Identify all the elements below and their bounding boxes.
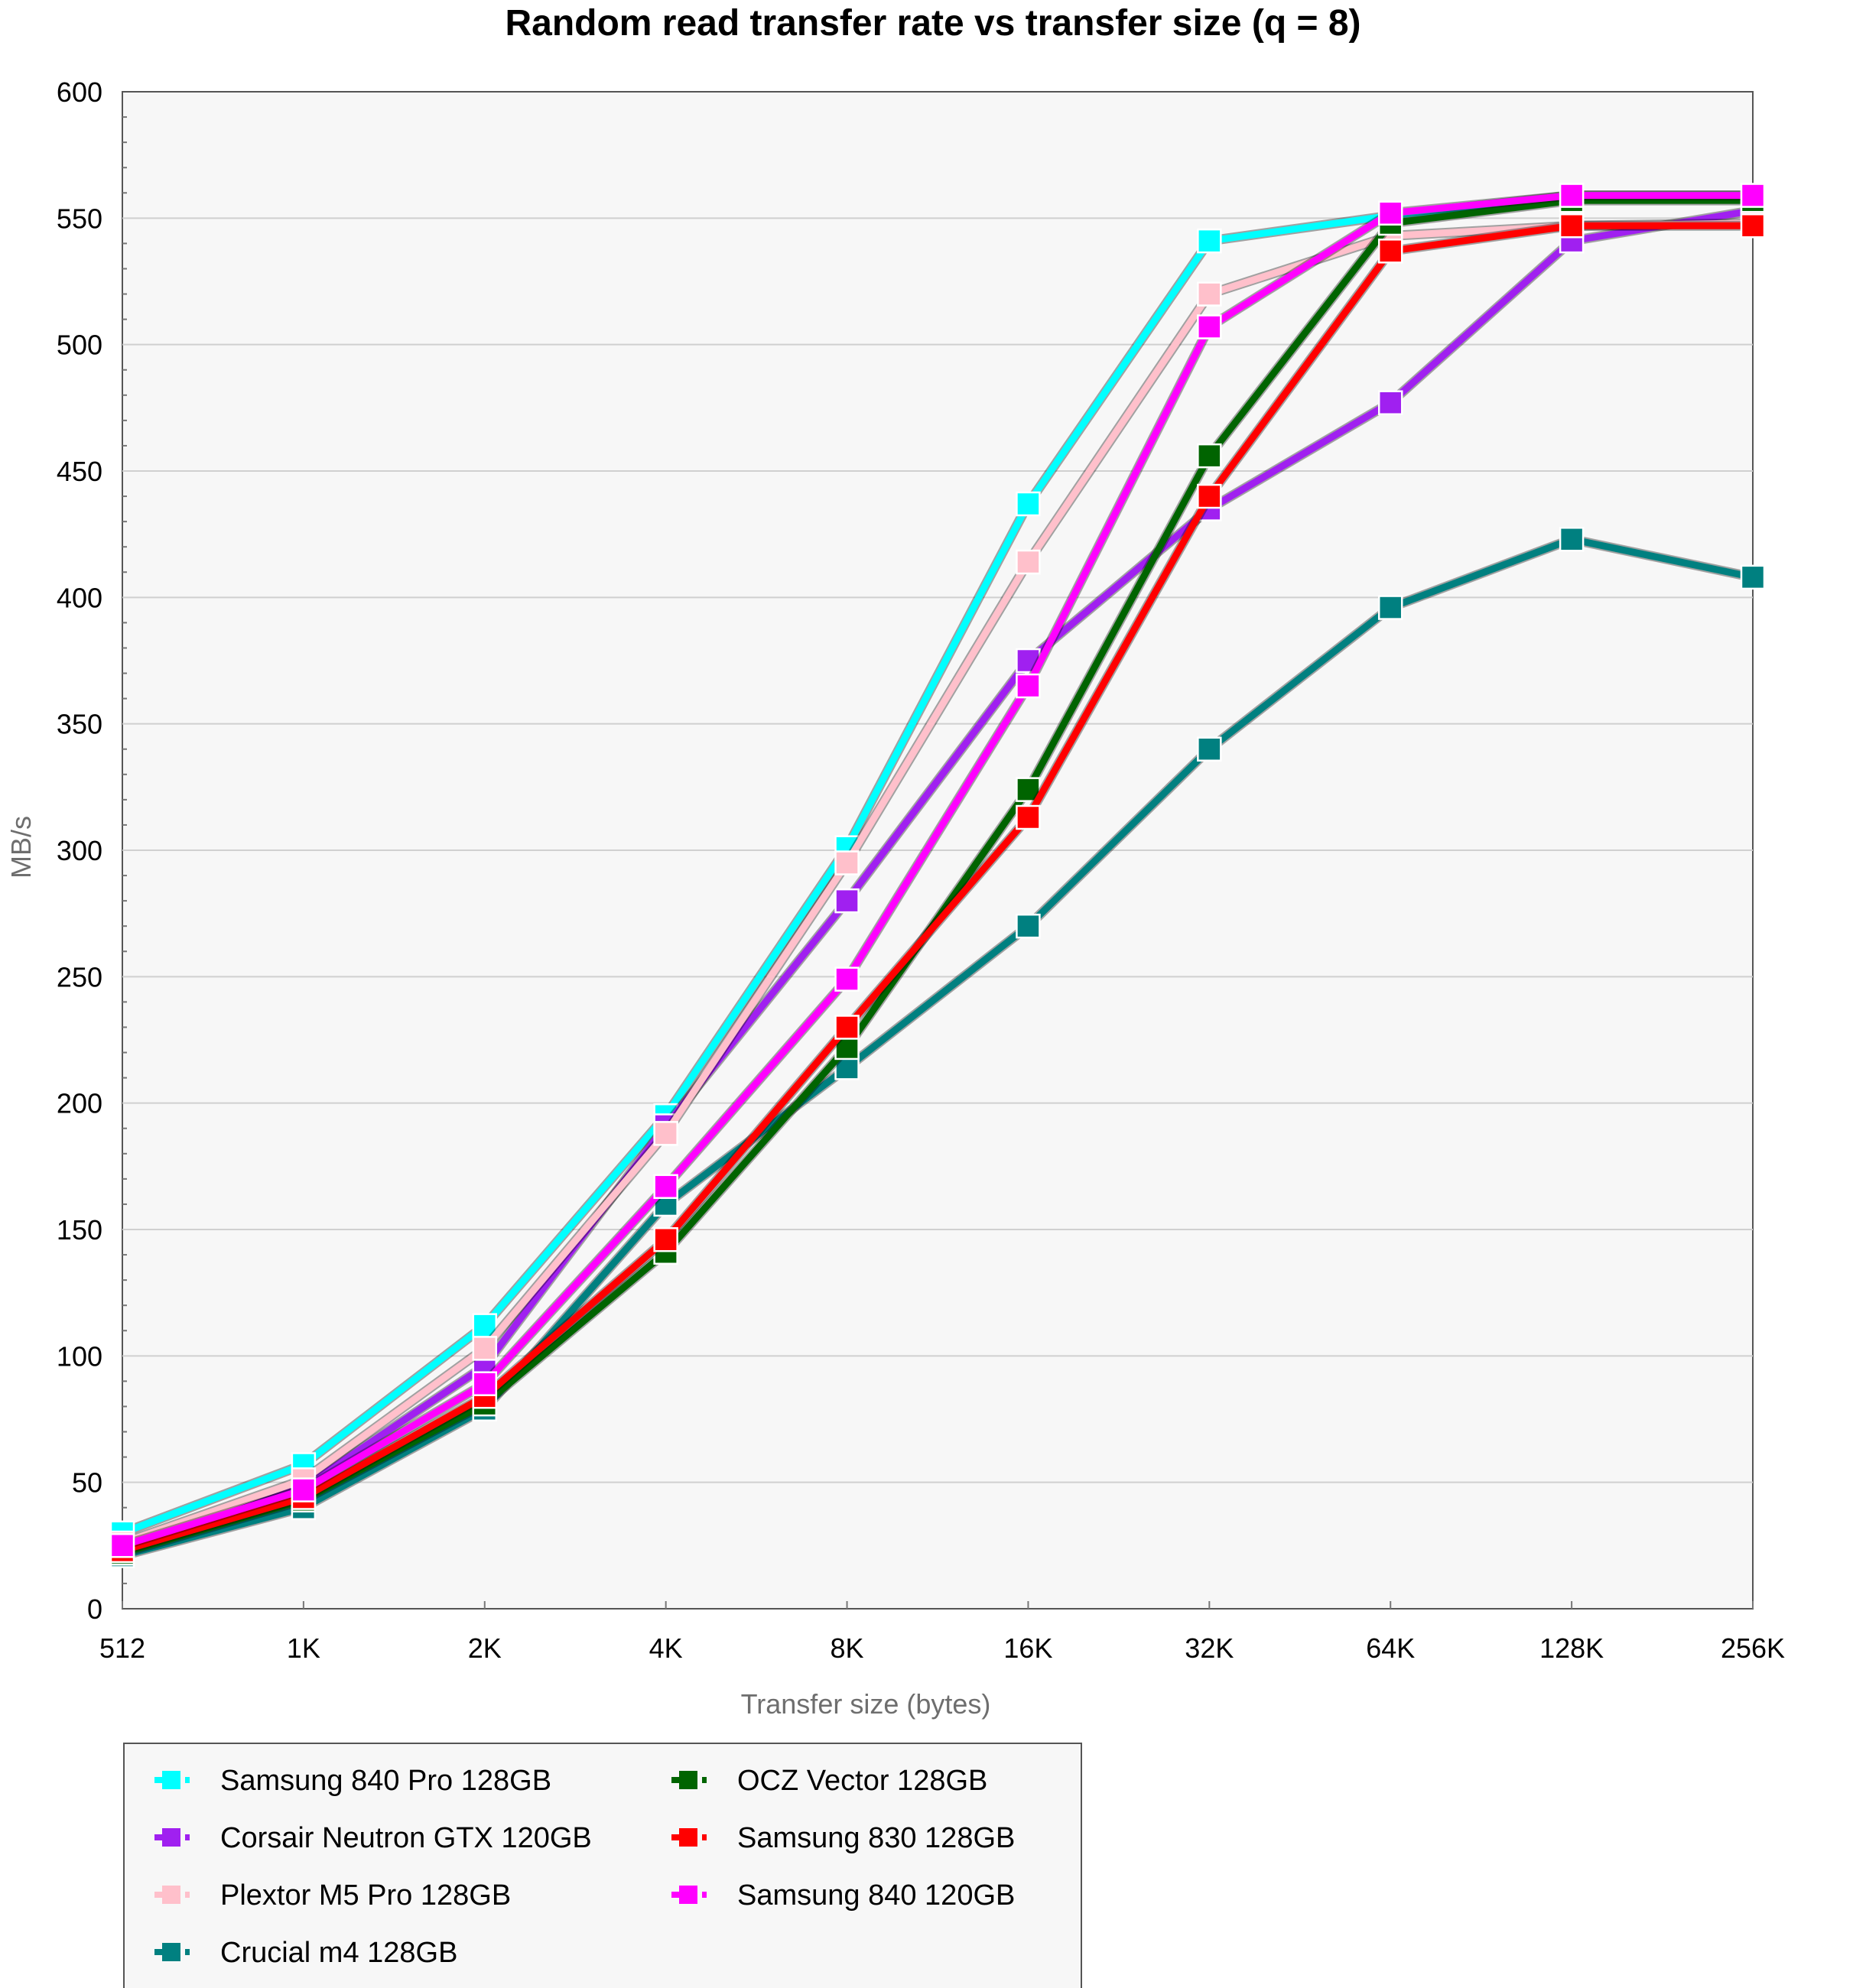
legend-marker: [162, 1943, 180, 1961]
data-point-samsung-840-120gb-32K: [1197, 314, 1222, 339]
x-tick-label-256K: 256K: [1721, 1632, 1785, 1664]
legend-label: Samsung 830 128GB: [737, 1822, 1015, 1854]
data-point-plextor-m5-pro-128gb-16K: [1016, 549, 1041, 575]
x-tick-label-8K: 8K: [831, 1632, 864, 1664]
y-axis-label: MB/s: [5, 816, 37, 879]
y-tick-label-200: 200: [57, 1088, 102, 1119]
x-tick-label-2K: 2K: [468, 1632, 502, 1664]
x-tick-label-1K: 1K: [287, 1632, 320, 1664]
data-point-samsung-830-128gb-16K: [1016, 804, 1041, 830]
data-point-samsung-840-120gb-2K: [472, 1371, 498, 1396]
legend-item-ocz-vector-128gb: OCZ Vector 128GB: [671, 1765, 987, 1797]
legend-label: Samsung 840 Pro 128GB: [220, 1765, 551, 1797]
series-samsung-840-120gb: [109, 183, 1766, 1558]
series-line: [119, 192, 1757, 1549]
x-axis-label: Transfer size (bytes): [741, 1688, 991, 1720]
data-point-samsung-840-120gb-8K: [834, 966, 860, 992]
series-layer: [109, 183, 1766, 1568]
y-tick-label-500: 500: [57, 330, 102, 361]
data-point-samsung-840-120gb-128K: [1559, 183, 1585, 208]
data-point-samsung-840-120gb-256K: [1740, 183, 1766, 208]
data-point-samsung-830-128gb-32K: [1197, 483, 1222, 509]
x-axis-ticks: 512 1K 2K 4K 8K 16K 32K 64K 128K 256K: [99, 1601, 1785, 1664]
legend-marker: [679, 1828, 697, 1847]
y-tick-label-50: 50: [72, 1467, 102, 1499]
legend-item-samsung-840-pro-128gb: Samsung 840 Pro 128GB: [154, 1765, 551, 1797]
y-tick-label-300: 300: [57, 835, 102, 866]
legend-item-corsair-neutron-gtx-120gb: Corsair Neutron GTX 120GB: [154, 1822, 592, 1854]
legend-label: Corsair Neutron GTX 120GB: [220, 1822, 592, 1854]
legend-label: Crucial m4 128GB: [220, 1937, 457, 1969]
series-line: [119, 535, 1757, 1560]
series-line: [119, 206, 1757, 1552]
data-point-ocz-vector-128gb-32K: [1197, 443, 1222, 469]
y-tick-label-450: 450: [57, 456, 102, 487]
series-line: [119, 222, 1757, 1554]
data-point-samsung-840-pro-128gb-32K: [1197, 228, 1222, 254]
legend-item-samsung-830-128gb: Samsung 830 128GB: [671, 1822, 1015, 1854]
data-point-samsung-830-128gb-64K: [1377, 239, 1403, 264]
y-tick-label-400: 400: [57, 582, 102, 613]
data-point-plextor-m5-pro-128gb-4K: [653, 1121, 678, 1146]
legend-marker: [162, 1828, 180, 1847]
chart-title: Random read transfer rate vs transfer si…: [505, 3, 1360, 44]
data-point-crucial-m4-128gb-128K: [1559, 527, 1585, 552]
data-point-samsung-840-120gb-64K: [1377, 200, 1403, 226]
legend-marker: [679, 1771, 697, 1789]
y-tick-label-0: 0: [87, 1593, 102, 1625]
data-point-crucial-m4-128gb-32K: [1197, 736, 1222, 762]
data-point-crucial-m4-128gb-64K: [1377, 595, 1403, 620]
legend-item-samsung-840-120gb: Samsung 840 120GB: [671, 1879, 1015, 1912]
data-point-samsung-840-pro-128gb-16K: [1016, 491, 1041, 517]
legend-box: [123, 1743, 1082, 1988]
legend-marker: [162, 1771, 180, 1789]
grid-lines: [122, 217, 1753, 1483]
x-tick-label-4K: 4K: [649, 1632, 683, 1664]
series-line: [119, 219, 1757, 1547]
legend-label: Samsung 840 120GB: [737, 1879, 1015, 1912]
data-point-samsung-840-120gb-4K: [653, 1174, 678, 1200]
data-point-samsung-840-120gb-16K: [1016, 673, 1041, 699]
x-tick-label-64K: 64K: [1366, 1632, 1415, 1664]
data-point-samsung-830-128gb-8K: [834, 1015, 860, 1040]
x-tick-label-32K: 32K: [1185, 1632, 1234, 1664]
legend-item-crucial-m4-128gb: Crucial m4 128GB: [154, 1937, 457, 1969]
y-tick-label-250: 250: [57, 961, 102, 992]
x-tick-label-128K: 128K: [1539, 1632, 1604, 1664]
data-point-samsung-830-128gb-128K: [1559, 213, 1585, 239]
data-point-corsair-neutron-gtx-120gb-8K: [834, 888, 860, 914]
series-samsung-830-128gb: [109, 213, 1766, 1564]
legend-label: OCZ Vector 128GB: [737, 1765, 987, 1797]
data-point-crucial-m4-128gb-256K: [1740, 564, 1766, 590]
data-point-ocz-vector-128gb-16K: [1016, 777, 1041, 802]
x-tick-label-16K: 16K: [1003, 1632, 1052, 1664]
legend-marker: [679, 1886, 697, 1904]
y-axis-ticks: 0 50 100 150 200 250 300 350 400 450 500 550 600: [57, 76, 102, 1625]
legend: Samsung 840 Pro 128GB Corsair Neutron GTX…: [123, 1743, 1082, 1988]
data-point-samsung-830-128gb-4K: [653, 1226, 678, 1252]
data-point-corsair-neutron-gtx-120gb-64K: [1377, 390, 1403, 415]
legend-marker: [162, 1886, 180, 1904]
y-tick-label-150: 150: [57, 1214, 102, 1246]
data-point-plextor-m5-pro-128gb-32K: [1197, 281, 1222, 307]
data-point-plextor-m5-pro-128gb-2K: [472, 1336, 498, 1361]
x-tick-label-512: 512: [99, 1632, 145, 1664]
legend-item-plextor-m5-pro-128gb: Plextor M5 Pro 128GB: [154, 1879, 511, 1912]
data-point-samsung-830-128gb-256K: [1740, 213, 1766, 239]
y-tick-label-550: 550: [57, 203, 102, 234]
data-point-plextor-m5-pro-128gb-8K: [834, 850, 860, 875]
y-tick-label-600: 600: [57, 76, 102, 108]
data-point-samsung-840-120gb-1K: [291, 1477, 317, 1502]
data-point-crucial-m4-128gb-16K: [1016, 913, 1041, 939]
legend-label: Plextor M5 Pro 128GB: [220, 1879, 511, 1912]
y-tick-label-350: 350: [57, 709, 102, 740]
data-point-samsung-840-120gb-512: [109, 1533, 135, 1558]
y-tick-label-100: 100: [57, 1340, 102, 1372]
